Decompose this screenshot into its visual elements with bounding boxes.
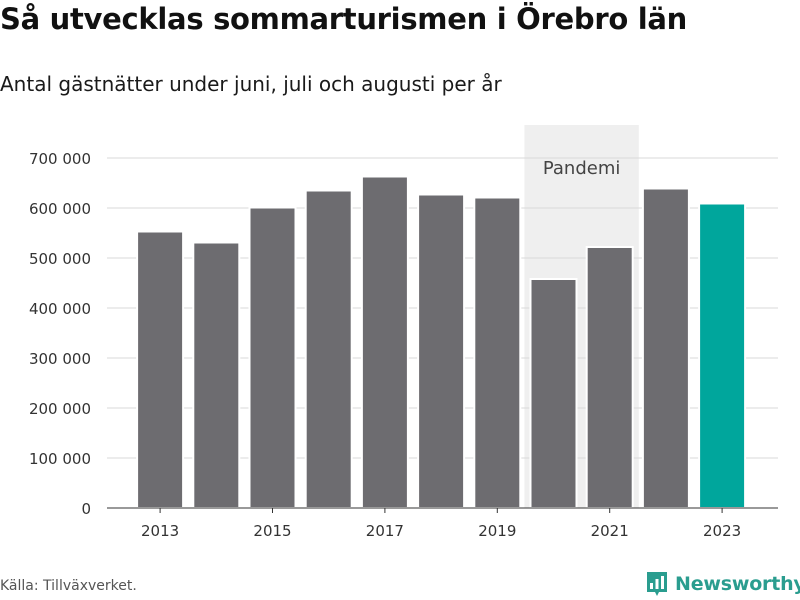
y-tick-label: 100 000 [29,450,91,468]
x-tick-label: 2019 [478,522,516,540]
bar-2021 [585,246,634,509]
bar-chart: 0 100 000 200 000 300 000 400 000 500 000 600 … [29,125,778,540]
newsworthy-logo-icon [647,572,667,596]
y-tick-label: 0 [81,500,91,518]
y-tick-label: 700 000 [29,150,91,168]
y-tick-label: 300 000 [29,350,91,368]
bar-2016 [304,189,353,509]
brand-logo: Newsworthy [645,570,800,598]
x-tick-label: 2021 [591,522,629,540]
x-tick-label: 2015 [253,522,291,540]
bar-2018 [417,193,466,509]
pandemic-label: Pandemi [543,158,621,179]
chart-subtitle: Antal gästnätter under juni, juli och au… [0,72,502,96]
y-tick-label: 500 000 [29,250,91,268]
bar-2015 [248,206,297,509]
y-tick-label: 400 000 [29,300,91,318]
y-tick-label: 600 000 [29,200,91,218]
bar-2022 [641,187,690,509]
bar-2017 [360,175,409,509]
source-note: Källa: Tillväxverket. [0,578,137,594]
x-tick-label: 2017 [366,522,404,540]
brand-name: Newsworthy [675,573,800,595]
y-tick-label: 200 000 [29,400,91,418]
chart-title: Så utvecklas sommarturismen i Örebro län [0,2,688,36]
bar-2019 [473,196,522,509]
x-tick-label: 2013 [141,522,179,540]
bar-2014 [192,241,241,509]
bar-2023 [698,202,747,509]
bar-2020 [529,278,578,509]
x-tick-label: 2023 [703,522,741,540]
bar-2013 [136,230,185,509]
